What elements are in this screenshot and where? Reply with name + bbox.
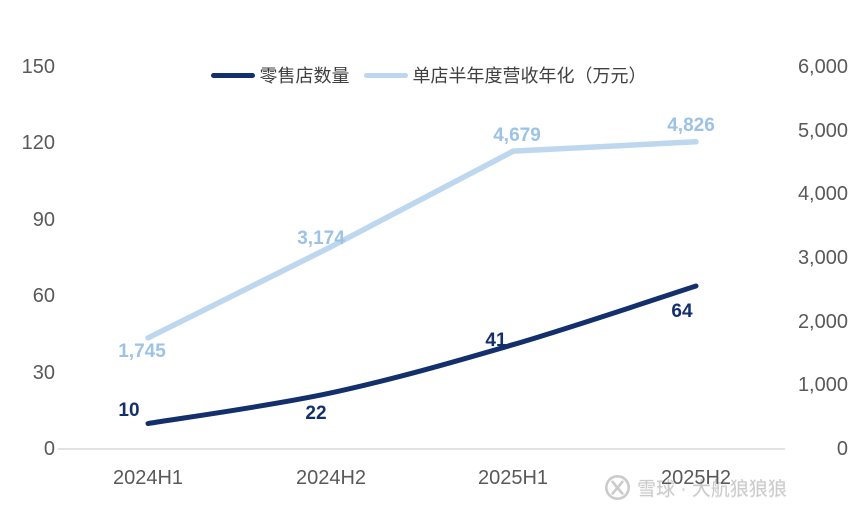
right-axis-tick: 1,000 [797, 374, 848, 396]
right-axis-tick: 6,000 [797, 56, 848, 78]
watermark: 雪球 · 大航狼狼狼 [604, 474, 787, 501]
data-label: 4,826 [667, 115, 715, 136]
watermark-text: 雪球 · 大航狼狼狼 [637, 479, 787, 500]
legend-label-revenue: 单店半年度营收年化（万元） [412, 66, 647, 86]
left-axis-tick: 90 [32, 209, 55, 231]
legend-label-retail-stores: 零售店数量 [259, 66, 350, 86]
left-axis-tick: 60 [32, 285, 55, 307]
series-dark-line [145, 283, 699, 427]
left-axis-tick: 120 [21, 132, 55, 154]
series-light-line [145, 138, 699, 341]
right-axis-tick: 0 [836, 438, 848, 460]
x-axis-label: 2025H1 [477, 467, 549, 489]
right-axis-tick: 5,000 [797, 120, 848, 142]
data-label: 64 [671, 301, 693, 322]
legend-swatch-revenue [363, 72, 408, 78]
left-axis-tick: 150 [21, 56, 55, 78]
data-label: 3,174 [297, 228, 345, 249]
data-label: 4,679 [493, 125, 541, 146]
data-label: 41 [485, 330, 507, 351]
x-axis-label: 2025H2 [660, 467, 732, 489]
left-axis-tick: 30 [32, 362, 55, 384]
x-axis-label: 2024H2 [295, 467, 367, 489]
right-axis-tick: 3,000 [797, 247, 848, 269]
left-axis-tick: 0 [43, 438, 55, 460]
legend-swatch-retail-stores [210, 72, 255, 78]
xueqiu-snowball-icon [605, 475, 630, 500]
data-label: 1,745 [118, 341, 166, 362]
legend: 零售店数量 单店半年度营收年化（万元） [0, 62, 857, 88]
data-label: 22 [305, 403, 327, 424]
right-axis-tick: 2,000 [797, 311, 848, 333]
right-axis-tick: 4,000 [797, 183, 848, 205]
x-axis-label: 2024H1 [112, 467, 184, 489]
data-label: 10 [118, 400, 140, 421]
